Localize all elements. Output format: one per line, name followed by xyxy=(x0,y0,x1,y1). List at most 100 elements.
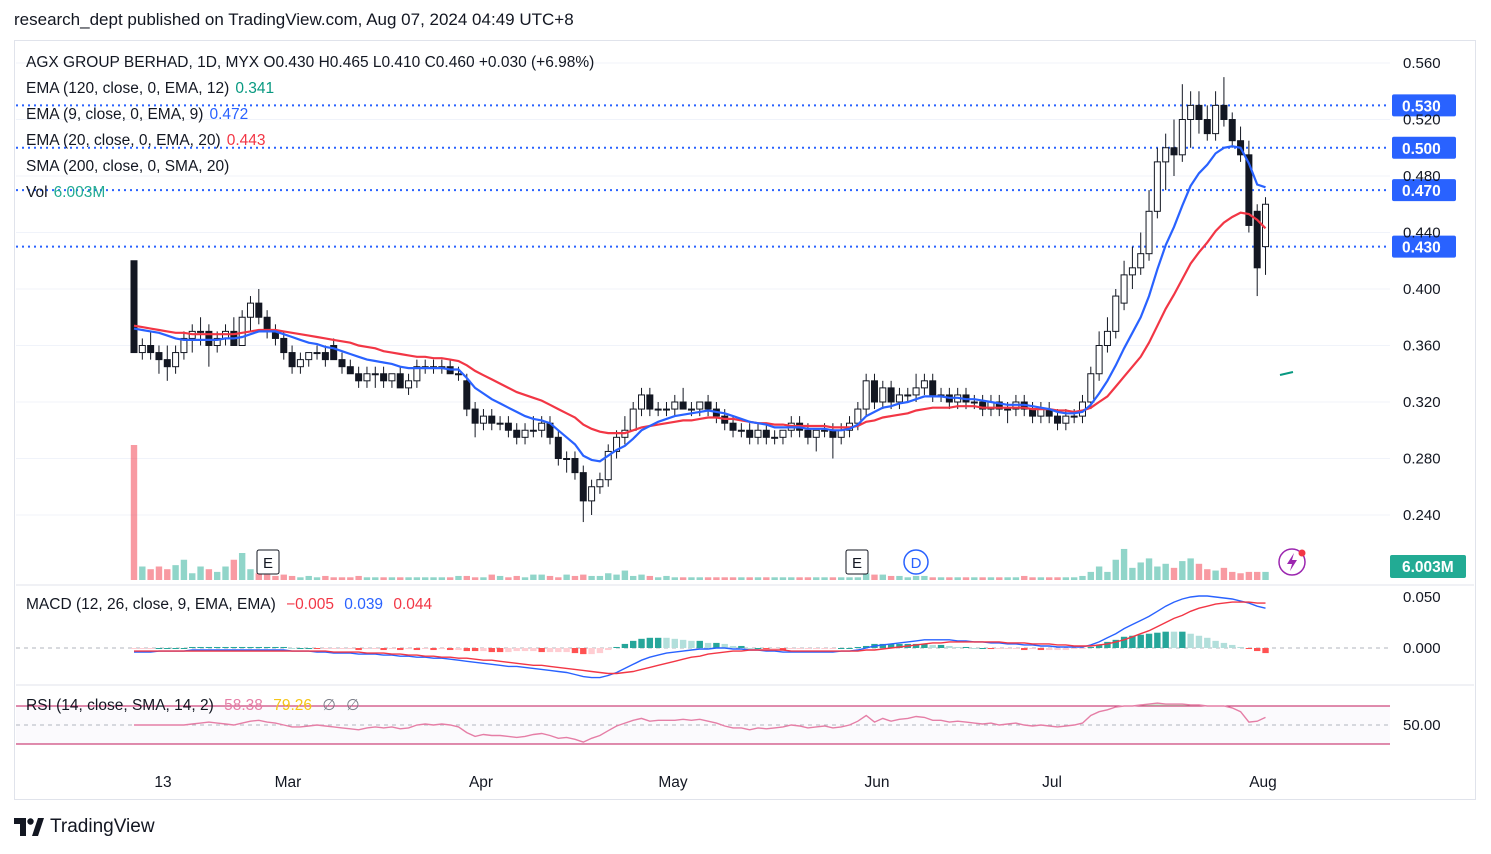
volume-bar xyxy=(1154,566,1161,580)
candle-body xyxy=(513,429,521,438)
macd-histogram-bar xyxy=(962,646,970,648)
macd-histogram-bar xyxy=(771,648,778,650)
candle-body xyxy=(1095,345,1103,375)
volume-bar xyxy=(330,577,337,580)
candle-body xyxy=(288,352,296,368)
macd-histogram-bar xyxy=(555,648,562,653)
candle-body xyxy=(746,429,754,438)
candle-body xyxy=(821,429,829,432)
candle-body xyxy=(737,429,745,432)
volume-bar xyxy=(1170,567,1178,580)
rsi-line xyxy=(134,702,1266,743)
macd-histogram-bar xyxy=(987,648,995,650)
volume-bar xyxy=(821,577,828,580)
volume-bar xyxy=(1212,570,1219,580)
legend-ema9-value: 0.472 xyxy=(209,106,249,123)
candle-body xyxy=(1178,119,1186,156)
volume-bar xyxy=(605,573,612,580)
macd-histogram-bar xyxy=(946,645,953,648)
volume-bar xyxy=(946,577,953,580)
macd-histogram-bar xyxy=(538,648,545,653)
candle-body xyxy=(355,373,363,382)
macd-signal-line xyxy=(134,601,1266,675)
price-level-label: 0.470 xyxy=(1402,183,1441,200)
price-level-badge xyxy=(1392,136,1456,159)
macd-histogram-bar xyxy=(996,648,1003,650)
macd-histogram-bar xyxy=(397,648,404,651)
price-level-label: 0.430 xyxy=(1402,240,1441,257)
candle-body xyxy=(205,330,213,346)
candle-body xyxy=(388,373,396,382)
price-level-badge xyxy=(1392,235,1456,258)
volume-bar xyxy=(305,575,312,580)
macd-histogram-bar xyxy=(1079,648,1086,650)
macd-histogram-bar xyxy=(1070,648,1078,650)
candle-body xyxy=(887,387,895,403)
legend-ema20-label: EMA (20, close, 0, EMA, 20) xyxy=(26,132,221,149)
earnings-marker-label: E xyxy=(263,555,273,572)
candle-body xyxy=(754,429,762,438)
volume-bar xyxy=(1162,563,1169,580)
volume-bar xyxy=(871,574,878,580)
volume-bar xyxy=(729,577,737,580)
notification-dot xyxy=(1298,549,1306,557)
tradingview-brand[interactable]: TradingView xyxy=(14,816,155,838)
candle-body xyxy=(255,302,263,318)
candle-body xyxy=(147,345,155,354)
volume-bar xyxy=(1070,577,1078,580)
legend-ema20-value: 0.443 xyxy=(226,132,266,149)
volume-bar xyxy=(372,577,379,580)
macd-histogram-bar xyxy=(1062,648,1070,651)
time-tick-label: May xyxy=(658,774,688,791)
legend-ema120-value: 0.341 xyxy=(235,80,275,97)
volume-bar xyxy=(630,575,637,580)
candle-body xyxy=(920,380,928,389)
macd-histogram-bar xyxy=(1237,646,1244,648)
legend-ema120: EMA (120, close, 0, EMA, 12) 0.341 xyxy=(26,80,274,98)
macd-histogram-bar xyxy=(954,646,961,648)
macd-histogram-bar xyxy=(979,648,986,649)
candle-body xyxy=(363,373,371,382)
price-tick-label: 0.400 xyxy=(1403,281,1441,298)
volume-bar xyxy=(247,569,254,580)
candle-body xyxy=(895,394,903,403)
volume-bar xyxy=(538,574,545,580)
price-tick-label: 0.480 xyxy=(1403,168,1441,185)
macd-histogram-bar xyxy=(471,648,479,652)
candle-body xyxy=(862,380,870,410)
candle-body xyxy=(321,352,329,361)
candle-body xyxy=(463,380,471,410)
candle-body xyxy=(687,408,695,411)
macd-histogram-bar xyxy=(180,648,188,649)
volume-bar xyxy=(463,575,470,580)
macd-histogram-bar xyxy=(713,642,720,648)
legend-ohlc: AGX GROUP BERHAD, 1D, MYX O0.430 H0.465 … xyxy=(26,54,595,71)
volume-bar xyxy=(588,575,595,580)
macd-histogram-bar xyxy=(1229,644,1236,648)
volume-bar xyxy=(937,577,945,580)
macd-histogram-bar xyxy=(297,648,304,649)
macd-histogram-bar xyxy=(971,648,978,649)
macd-histogram-bar xyxy=(505,648,512,653)
volume-bar xyxy=(430,577,437,580)
price-axis: 0.560 0.520 0.480 0.440 0.400 0.360 0.320 0.280… xyxy=(1403,55,1441,734)
macd-histogram-bar xyxy=(272,646,279,648)
macd-histogram-bar xyxy=(896,643,903,648)
volume-bars: 6.003M xyxy=(130,445,1466,580)
time-tick-label: 13 xyxy=(154,774,171,791)
macd-histogram-bar xyxy=(846,648,853,649)
candle-body xyxy=(1195,104,1203,120)
legend-vol-label: Vol xyxy=(26,184,48,201)
volume-bar xyxy=(663,575,670,580)
macd-histogram-bar xyxy=(1037,648,1045,651)
macd-histogram-bar xyxy=(480,648,487,652)
time-axis: 13 Mar Apr May Jun Jul Aug xyxy=(154,774,1276,791)
earnings-marker xyxy=(256,549,280,575)
macd-histogram-bar xyxy=(1104,641,1111,648)
macd-histogram-bar xyxy=(796,648,803,650)
volume-bar xyxy=(413,577,421,580)
macd-histogram-bar xyxy=(189,646,196,648)
volume-bar xyxy=(496,575,504,580)
